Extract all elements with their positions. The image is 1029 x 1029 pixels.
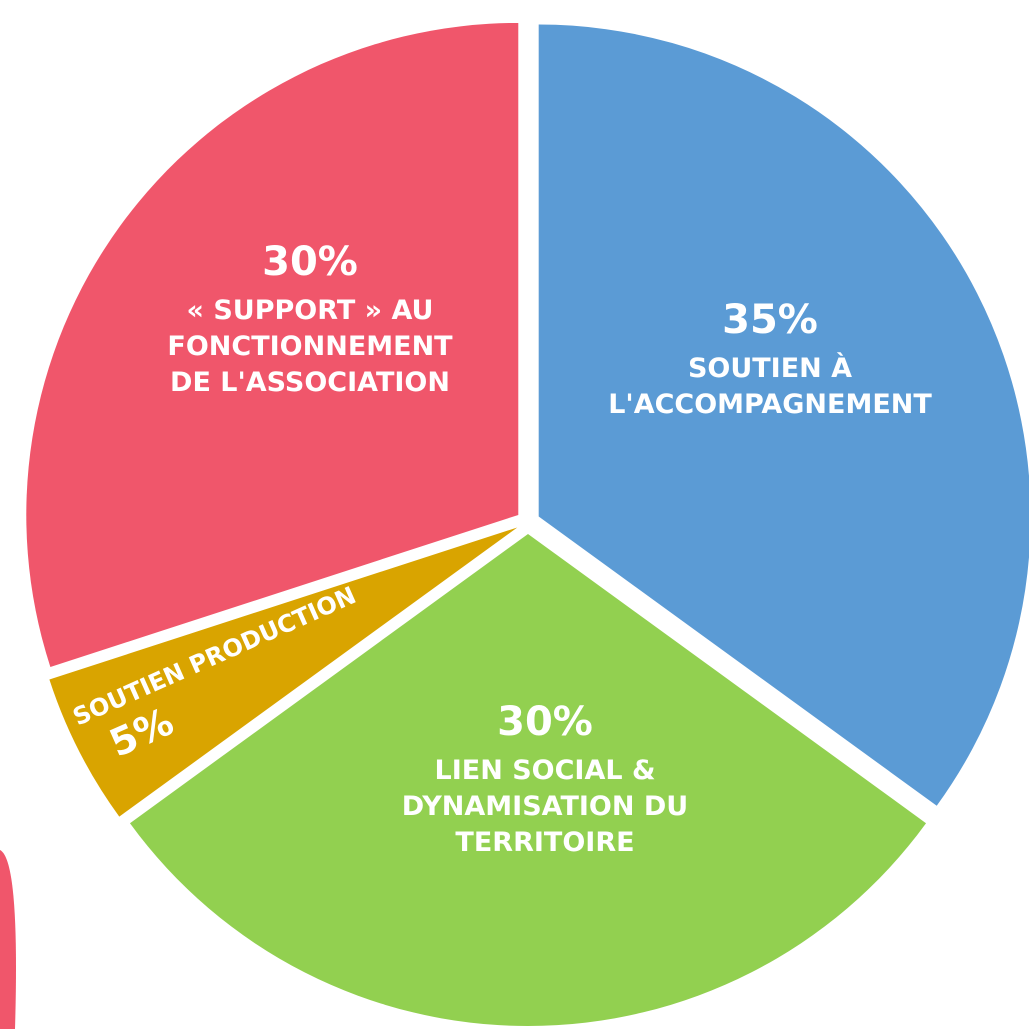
decoration — [0, 850, 16, 1029]
slice-label: 30% LIEN SOCIAL & DYNAMISATION DU TERRITO… — [395, 699, 695, 861]
pie-slice — [26, 22, 519, 667]
category-label: « SUPPORT » AU FONCTIONNEMENT DE L'ASSOC… — [167, 295, 453, 398]
value-label: 30% — [497, 699, 593, 745]
pie-slice — [129, 534, 927, 1026]
slice-label: 30% « SUPPORT » AU FONCTIONNEMENT DE L'AS… — [145, 239, 475, 401]
category-label: LIEN SOCIAL & DYNAMISATION DU TERRITOIRE — [401, 755, 689, 858]
pie-slice — [538, 24, 1029, 806]
category-label: SOUTIEN À L'ACCOMPAGNEMENT — [608, 353, 932, 420]
slice-label: 35% SOUTIEN À L'ACCOMPAGNEMENT — [590, 297, 950, 423]
value-label: 30% — [262, 239, 358, 285]
pie-slice — [49, 527, 518, 817]
value-label: 35% — [722, 297, 818, 343]
